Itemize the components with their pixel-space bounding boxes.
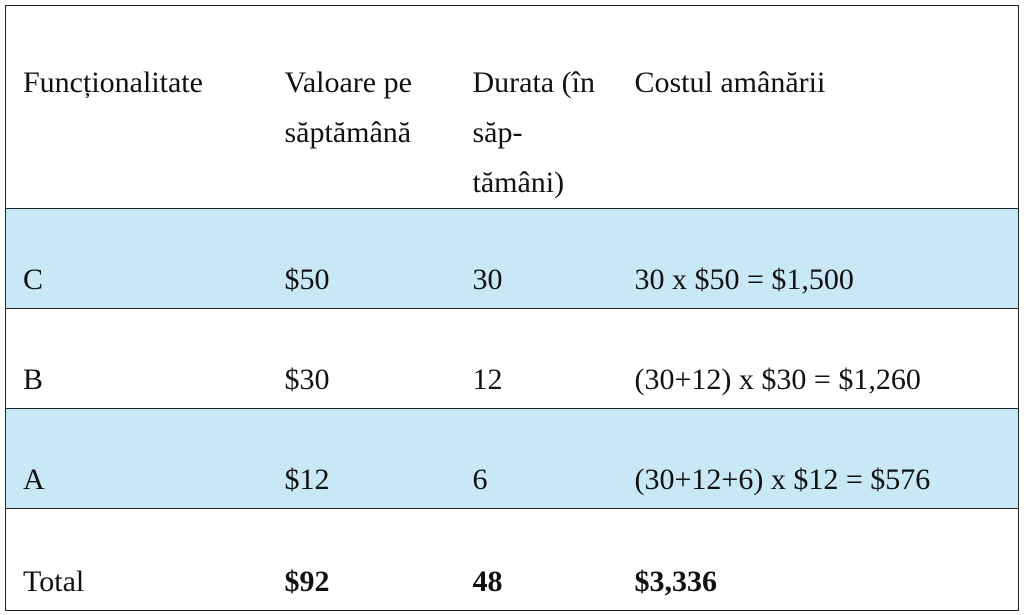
data-cell: (30+12) x $30 = $1,260 [617,308,1019,409]
total-cell-text: $92 [284,565,330,598]
data-cell-text: A [23,463,45,496]
data-cell: 30 [455,208,618,309]
header-cell: Costul amânării [618,6,1019,209]
data-row: B $30 12 (30+12) x $30 = $1,260 [5,308,1019,409]
header-cell: Funcționalitate [6,6,268,209]
data-cell-text: 30 [472,263,503,296]
data-cell-text: B [23,363,44,396]
data-cell: $30 [267,308,456,409]
header-cell: Valoare pe săptămână [268,6,456,209]
data-cell-text: 12 [472,363,503,396]
total-cell: Total [5,508,268,611]
data-cell: A [5,408,268,509]
data-cell-text: (30+12) x $30 = $1,260 [634,363,921,396]
header-cell-text: Durata (în săp-tămâni) [472,66,595,199]
data-row: A $12 6 (30+12+6) x $12 = $576 [5,408,1019,509]
header-cell-text: Costul amânării [634,66,826,99]
data-cell: $50 [267,208,456,309]
data-cell-text: $30 [284,363,330,396]
header-row: Funcționalitate Valoare pe săptămână Durat… [6,6,1019,209]
total-cell: 48 [455,508,618,611]
data-cell-text: $50 [284,263,330,296]
data-cell: 6 [455,408,618,509]
data-cell-text: (30+12+6) x $12 = $576 [634,463,931,496]
data-cell: (30+12+6) x $12 = $576 [617,408,1019,509]
data-cell-text: 6 [472,463,488,496]
header-cell-text: Valoare pe săptămână [284,66,412,149]
data-cell-text: C [23,263,44,296]
header-cell: Durata (în săp-tămâni) [456,6,618,209]
total-row: Total $92 48 $3,336 [5,508,1019,611]
total-cell-text: $3,336 [634,565,718,598]
data-cell: B [5,308,268,409]
data-cell: 30 x $50 = $1,500 [617,208,1019,309]
total-cell-text: Total [23,565,85,598]
total-cell: $92 [267,508,456,611]
data-row: C $50 30 30 x $50 = $1,500 [5,208,1019,309]
data-cell: $12 [267,408,456,509]
data-cell-text: 30 x $50 = $1,500 [634,263,854,296]
total-cell-text: 48 [472,565,503,598]
total-cell: $3,336 [617,508,1019,611]
data-cell-text: $12 [284,463,330,496]
cost-table: Funcționalitate Valoare pe săptămână Durat… [5,5,1019,611]
data-cell: 12 [455,308,618,409]
header-cell-text: Funcționalitate [23,66,203,99]
data-cell: C [5,208,268,309]
table-body: Funcționalitate Valoare pe săptămână Durat… [5,6,1019,611]
